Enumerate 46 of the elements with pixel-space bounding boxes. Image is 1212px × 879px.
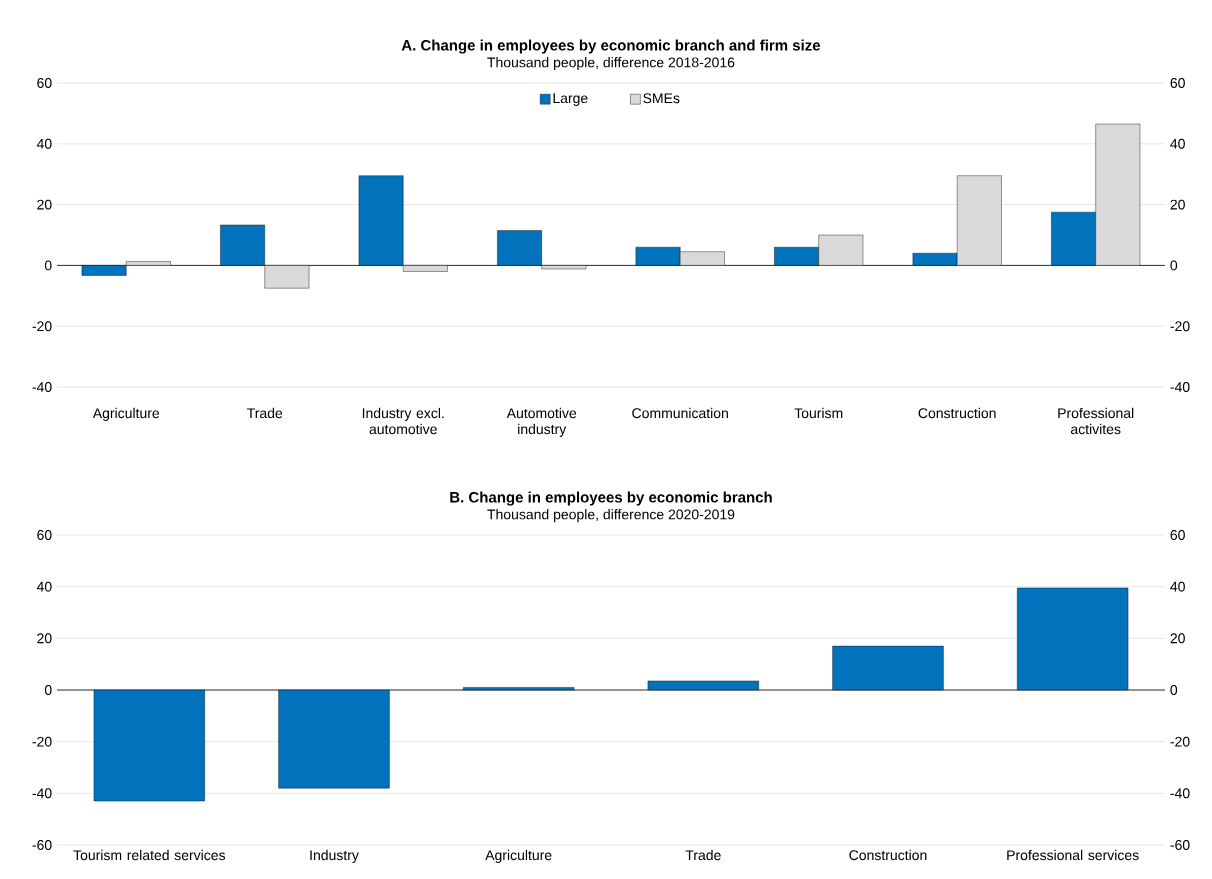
y2-tick-label: -40 <box>1170 382 1190 392</box>
chart-subtitle: Thousand people, difference 2020-2019 <box>487 509 735 523</box>
legend-label: SMEs <box>643 93 680 104</box>
chart-title: B. Change in employees by economic branch <box>450 491 772 506</box>
x-tick-label: Agriculture <box>92 407 160 421</box>
y-tick-label: 20 <box>37 199 52 210</box>
y2-tick-label: 60 <box>1170 530 1185 540</box>
x-tick-label: Construction <box>849 849 927 861</box>
x-tick-label: Trade <box>685 849 721 861</box>
legend-label: Large <box>553 93 588 106</box>
y-tick-label: -40 <box>32 788 52 799</box>
y-tick-label: -20 <box>32 321 52 332</box>
y-tick-label: 60 <box>37 530 52 540</box>
y-tick-label: 40 <box>36 581 52 592</box>
y-tick-label: -60 <box>32 840 52 850</box>
y2-tick-label: 40 <box>1170 138 1185 149</box>
y-tick-label: 60 <box>37 78 52 88</box>
y-tick-label: 40 <box>36 138 52 149</box>
x-tick-label: Tourism related services <box>73 849 226 861</box>
y-tick-label: -20 <box>32 736 52 747</box>
x-tick-label: Communication <box>632 407 728 419</box>
y-tick-label: 0 <box>44 685 52 695</box>
y2-tick-label: -20 <box>1170 736 1190 747</box>
x-tick-label: Professional services <box>1007 849 1139 861</box>
chart-title: A. Change in employees by economic branch and firm size <box>401 39 821 54</box>
y-tick-label: 20 <box>37 633 52 644</box>
y2-tick-label: 20 <box>1170 633 1185 644</box>
y2-tick-label: 0 <box>1170 260 1178 271</box>
x-tick-label: Professional activites <box>1058 407 1134 435</box>
x-tick-label: Trade <box>247 407 283 419</box>
x-tick-label: Industry excl. automotive <box>362 407 444 435</box>
y2-tick-label: -60 <box>1170 840 1190 850</box>
y2-tick-label: -20 <box>1170 321 1190 332</box>
y2-tick-label: 60 <box>1170 78 1185 88</box>
y-tick-label: -40 <box>32 382 52 392</box>
y2-tick-label: 40 <box>1170 581 1185 592</box>
chart-subtitle: Thousand people, difference 2018-2016 <box>487 57 735 71</box>
x-tick-label: Automotive industry <box>506 407 577 437</box>
y2-tick-label: 20 <box>1170 199 1185 210</box>
y2-tick-label: 0 <box>1170 685 1178 695</box>
x-tick-label: Agriculture <box>485 849 552 863</box>
y2-tick-label: -40 <box>1170 788 1190 799</box>
x-tick-label: Construction <box>918 407 996 419</box>
y-tick-label: 0 <box>44 260 52 271</box>
x-tick-label: Tourism <box>794 407 843 419</box>
x-tick-label: Industry <box>310 849 359 863</box>
